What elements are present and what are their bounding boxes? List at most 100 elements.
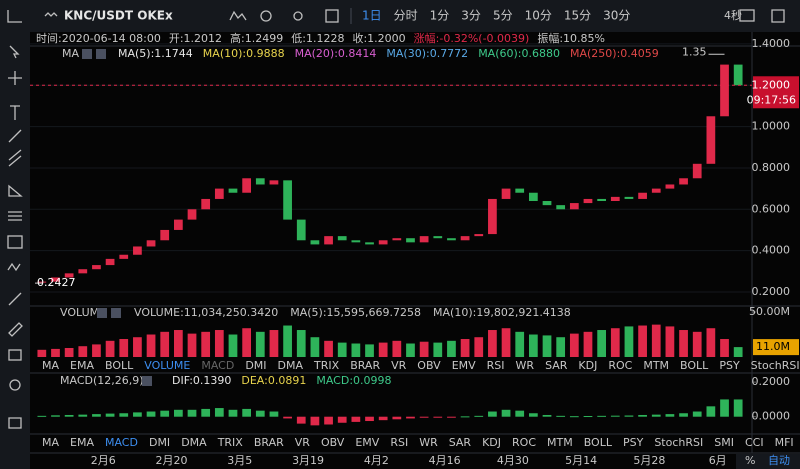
left-tools[interactable]: [7, 45, 23, 429]
indicator-tab[interactable]: DMI: [245, 359, 266, 372]
y-tick-label: 0.0000: [752, 410, 791, 423]
bar: [569, 416, 579, 418]
interval-button[interactable]: 3分: [461, 9, 481, 23]
scale-button[interactable]: 自动: [768, 454, 790, 467]
indicator-tab[interactable]: ROC: [512, 436, 536, 449]
interval-button[interactable]: 15分: [564, 9, 591, 23]
bar: [528, 413, 538, 417]
info-field: 收:1.2000: [352, 31, 405, 45]
bar: [255, 331, 265, 357]
interval-button[interactable]: 5分: [493, 9, 513, 23]
indicator-tab[interactable]: VR: [295, 436, 311, 449]
indicator-tab[interactable]: DMA: [278, 359, 304, 372]
indicator-tab[interactable]: BOLL: [105, 359, 134, 372]
indicator-tab[interactable]: StochRSI: [654, 436, 703, 449]
interval-button[interactable]: 1日: [362, 9, 382, 23]
bar: [706, 328, 716, 357]
indicator-tab[interactable]: KDJ: [578, 359, 597, 372]
indicator-tab[interactable]: MFI: [775, 436, 794, 449]
indicator-tab[interactable]: StochRSI: [751, 359, 800, 372]
bar: [433, 416, 443, 418]
indicator-tab[interactable]: SAR: [449, 436, 472, 449]
bar: [624, 326, 634, 357]
indicator-tab[interactable]: MA: [42, 359, 59, 372]
indicator-tab[interactable]: TRIX: [217, 436, 244, 449]
interval-button[interactable]: 1分: [430, 9, 450, 23]
indicator-tab[interactable]: KDJ: [482, 436, 501, 449]
bar: [37, 349, 47, 357]
bar: [242, 408, 252, 417]
indicator-tab[interactable]: RSI: [390, 436, 408, 449]
bar: [665, 326, 675, 357]
bar: [310, 337, 320, 357]
bar: [474, 337, 484, 357]
indicator-tab[interactable]: BOLL: [680, 359, 709, 372]
bar: [624, 415, 634, 417]
indicator-tab[interactable]: MTM: [643, 359, 669, 372]
indicator-tab[interactable]: WR: [516, 359, 535, 372]
volume-legend: VOLUME:11,034,250.3420: [134, 306, 278, 319]
indicator-tab[interactable]: OBV: [417, 359, 441, 372]
macd-legend: DIF:0.1390: [172, 374, 231, 387]
interval-button[interactable]: 10分: [525, 9, 552, 23]
pane-title: VOLUME: [60, 306, 106, 319]
indicator-tab[interactable]: VR: [391, 359, 407, 372]
x-tick-label: 2月6: [91, 454, 116, 467]
indicator-tab[interactable]: BRAR: [254, 436, 284, 449]
indicator-tab[interactable]: EMV: [452, 359, 476, 372]
indicator-tab[interactable]: RSI: [487, 359, 505, 372]
candle: [310, 240, 320, 245]
bar: [556, 415, 566, 417]
indicator-tab[interactable]: ROC: [608, 359, 632, 372]
bar: [419, 341, 429, 357]
indicator-tab[interactable]: TRIX: [313, 359, 340, 372]
bar: [133, 337, 142, 357]
candle: [447, 238, 456, 241]
indicator-tab[interactable]: PSY: [719, 359, 740, 372]
indicator-tab[interactable]: MACD: [105, 436, 138, 449]
indicator-tab[interactable]: SAR: [545, 359, 568, 372]
bar: [51, 348, 60, 357]
close-icon[interactable]: [111, 308, 121, 318]
top-icons[interactable]: [7, 8, 785, 24]
candle: [624, 196, 634, 199]
settings-icon[interactable]: [82, 49, 92, 59]
indicator-tab[interactable]: SMI: [714, 436, 734, 449]
info-field: 时间:2020-06-14 08:00: [36, 32, 161, 45]
indicator-tab[interactable]: DMA: [181, 436, 207, 449]
candle: [351, 240, 361, 243]
settings-icon[interactable]: [97, 308, 107, 318]
indicator-tab[interactable]: MACD: [201, 359, 234, 372]
scale-button[interactable]: %: [745, 454, 755, 467]
indicator-tab[interactable]: PSY: [623, 436, 644, 449]
indicator-tab[interactable]: CCI: [745, 436, 764, 449]
scale-buttons-bg: [736, 454, 800, 469]
candle: [119, 254, 129, 259]
indicator-tab[interactable]: VOLUME: [144, 359, 190, 372]
indicator-tab[interactable]: EMA: [70, 359, 94, 372]
indicator-tab[interactable]: EMV: [355, 436, 379, 449]
bar: [501, 328, 511, 357]
ma-value: MA(10):0.9888: [203, 47, 285, 60]
indicator-tab[interactable]: MA: [42, 436, 59, 449]
last-price-box: [753, 76, 799, 109]
indicator-tab[interactable]: BOLL: [584, 436, 613, 449]
indicator-tab[interactable]: OBV: [321, 436, 345, 449]
volume-last-box: [753, 339, 799, 356]
indicator-tab[interactable]: MTM: [547, 436, 573, 449]
bar: [173, 409, 183, 417]
indicator-tab[interactable]: BRAR: [350, 359, 380, 372]
ma-label: MA: [62, 47, 79, 60]
x-tick-label: 3月19: [292, 454, 324, 467]
candle: [706, 116, 716, 164]
interval-button[interactable]: 分时: [394, 9, 418, 23]
indicator-tab[interactable]: EMA: [70, 436, 94, 449]
indicator-tab[interactable]: WR: [419, 436, 438, 449]
bar: [351, 416, 361, 422]
settings-icon[interactable]: [142, 376, 152, 386]
indicator-tab[interactable]: DMI: [149, 436, 170, 449]
bar: [447, 416, 456, 418]
interval-button[interactable]: 30分: [603, 9, 630, 23]
close-icon[interactable]: [96, 49, 106, 59]
bar: [378, 342, 388, 357]
